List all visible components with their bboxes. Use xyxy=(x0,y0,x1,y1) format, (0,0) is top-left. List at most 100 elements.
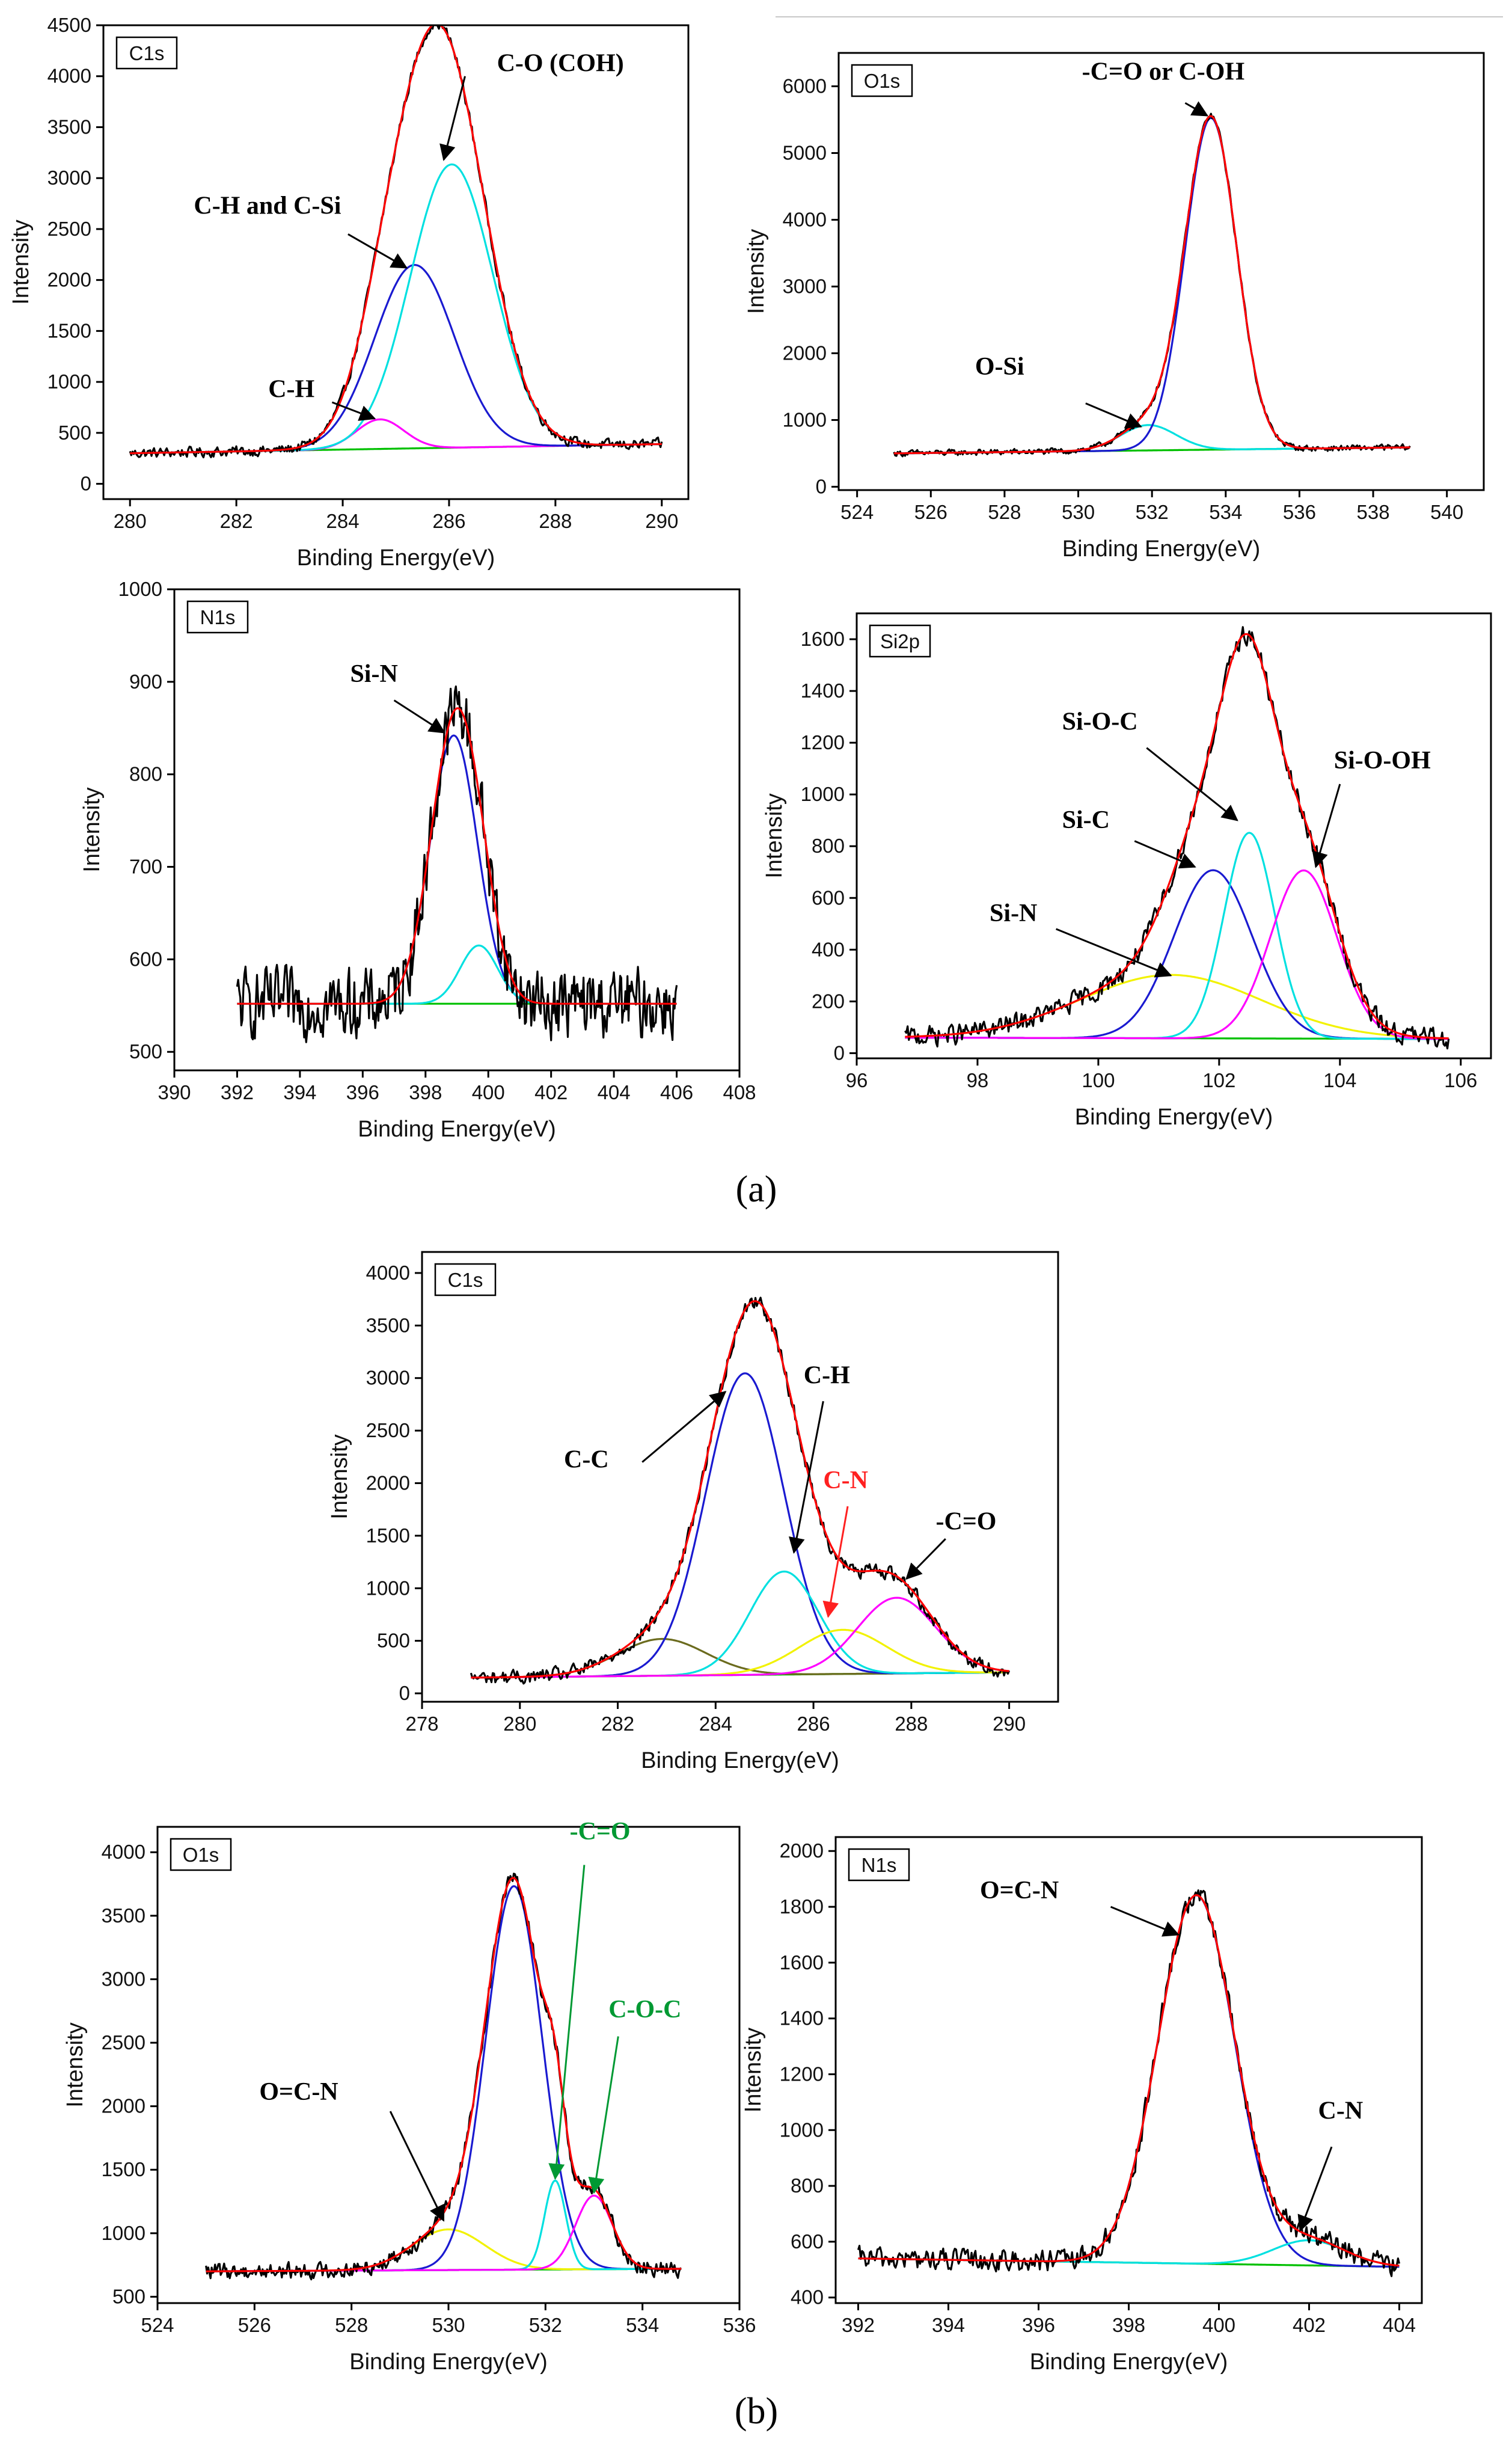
annotation-label: Si-N xyxy=(350,660,397,688)
y-tick-label: 2500 xyxy=(366,1419,410,1441)
curves xyxy=(857,1889,1401,2277)
y-tick-label: 1000 xyxy=(783,408,827,431)
curves xyxy=(904,626,1450,1050)
x-tick-label: 524 xyxy=(840,501,874,523)
series-component-c-o xyxy=(206,2179,682,2272)
x-tick-label: 406 xyxy=(660,1081,693,1103)
plot-frame xyxy=(421,1251,1059,1703)
plot-frame xyxy=(102,24,690,500)
x-tick-label: 408 xyxy=(723,1081,756,1103)
x-axis-label: Binding Energy(eV) xyxy=(641,1748,839,1773)
x-tick-label: 96 xyxy=(846,1069,868,1091)
y-tick-label: 4000 xyxy=(102,1841,145,1863)
x-tick-label: 394 xyxy=(932,2314,965,2336)
x-tick-label: 398 xyxy=(1112,2314,1145,2336)
panel-b-C1s: Binding Energy(eV) Intensity 278 280 282 284 2… xyxy=(327,1251,1059,1773)
annotation-arrow xyxy=(548,1865,586,2180)
series-component-c-n xyxy=(471,1628,1009,1679)
y-axis-label: Intensity xyxy=(327,1434,352,1520)
annotation-label: C-H and C-Si xyxy=(194,192,341,220)
x-tick-label: 390 xyxy=(158,1081,191,1103)
annotation-arrow xyxy=(1297,2146,1333,2232)
series-raw-data xyxy=(893,112,1411,458)
annotation-arrow xyxy=(1146,747,1238,821)
x-tick-label: 398 xyxy=(409,1081,442,1103)
y-tick-label: 4000 xyxy=(783,208,827,230)
x-tick-label: 392 xyxy=(842,2314,875,2336)
panel-tag-box xyxy=(434,1263,497,1296)
x-tick-label: 528 xyxy=(988,501,1021,523)
y-tick-label: 0 xyxy=(816,475,827,497)
y-tick-label: 500 xyxy=(129,1040,162,1063)
y-tick-label: 1000 xyxy=(47,370,91,393)
series-component-o-c-n xyxy=(858,1894,1400,2268)
annotation-arrow xyxy=(347,233,408,269)
x-axis-label: Binding Energy(eV) xyxy=(349,2349,548,2375)
annotation-label: C-O (COH) xyxy=(497,49,624,77)
series-fit-envelope xyxy=(206,1877,682,2272)
y-axis-label: Intensity xyxy=(741,2028,766,2113)
x-tick-label: 400 xyxy=(1202,2314,1235,2336)
y-tick-label: 400 xyxy=(812,938,845,960)
y-tick-label: 1600 xyxy=(801,628,845,650)
annotation-label: Si-O-C xyxy=(1062,708,1138,736)
y-tick-label: 5000 xyxy=(783,141,827,164)
y-tick-label: 4000 xyxy=(47,65,91,87)
annotation-label: C-H xyxy=(804,1361,850,1389)
curves xyxy=(129,25,663,459)
annotation-label: O-Si xyxy=(975,353,1024,381)
plot-frame xyxy=(855,612,1492,1060)
x-axis-label: Binding Energy(eV) xyxy=(297,545,495,571)
x-tick-label: 98 xyxy=(967,1069,989,1091)
x-tick-label: 404 xyxy=(1383,2314,1416,2336)
x-axis-label: Binding Energy(eV) xyxy=(1062,536,1261,562)
panel-a-Si2p: Binding Energy(eV) Intensity 96 98 100 102 104… xyxy=(762,612,1492,1130)
y-tick-label: 6000 xyxy=(783,75,827,97)
y-axis-label: Intensity xyxy=(744,229,769,314)
x-tick-label: 290 xyxy=(993,1713,1026,1735)
series-fit-envelope xyxy=(893,115,1410,455)
annotation-arrow xyxy=(1184,101,1209,117)
x-tick-label: 100 xyxy=(1082,1069,1115,1091)
series-fit-envelope xyxy=(130,25,662,455)
x-tick-label: 526 xyxy=(238,2314,271,2336)
y-tick-label: 800 xyxy=(791,2174,824,2197)
section-label-a: (a) xyxy=(736,1169,777,1210)
annotation-label: Si-N xyxy=(990,900,1037,927)
curves xyxy=(236,685,678,1043)
x-tick-label: 282 xyxy=(601,1713,634,1735)
series-component-si-n xyxy=(237,734,677,1005)
y-tick-label: 1000 xyxy=(801,783,845,805)
series-fit-envelope xyxy=(237,707,677,1005)
y-tick-label: 200 xyxy=(812,990,845,1012)
y-axis-label: Intensity xyxy=(63,2022,88,2108)
plot-frame xyxy=(173,588,741,1072)
x-tick-label: 402 xyxy=(1293,2314,1326,2336)
series-component-si-c xyxy=(905,869,1449,1040)
plot-frame xyxy=(834,1836,1423,2304)
x-tick-label: 394 xyxy=(283,1081,316,1103)
y-tick-label: 1800 xyxy=(780,1895,824,1918)
y-tick-label: 500 xyxy=(112,2285,145,2307)
annotation-arrow xyxy=(331,401,376,421)
x-tick-label: 102 xyxy=(1202,1069,1235,1091)
annotation-arrow xyxy=(393,699,446,734)
y-tick-label: 1000 xyxy=(366,1577,410,1599)
x-axis-label: Binding Energy(eV) xyxy=(1030,2349,1228,2375)
y-tick-label: 3000 xyxy=(47,167,91,189)
annotation-arrow xyxy=(788,1400,824,1554)
annotation-label: -C=O or C-OH xyxy=(1082,58,1244,85)
annotation-label: O=C-N xyxy=(980,1877,1059,1904)
annotation-label: -C=O xyxy=(570,1818,631,1845)
y-tick-label: 0 xyxy=(399,1682,410,1704)
panel-tag: N1s xyxy=(862,1854,897,1876)
series-component-c-h xyxy=(471,1570,1009,1679)
series-fit-envelope xyxy=(858,1894,1400,2267)
x-tick-label: 392 xyxy=(221,1081,254,1103)
x-tick-label: 288 xyxy=(895,1713,928,1735)
annotation-label: C-C xyxy=(564,1446,609,1473)
series-component-c-c xyxy=(471,1372,1009,1679)
annotation-label: C-H xyxy=(268,376,314,403)
x-tick-label: 536 xyxy=(1283,501,1316,523)
y-tick-label: 2500 xyxy=(47,218,91,240)
